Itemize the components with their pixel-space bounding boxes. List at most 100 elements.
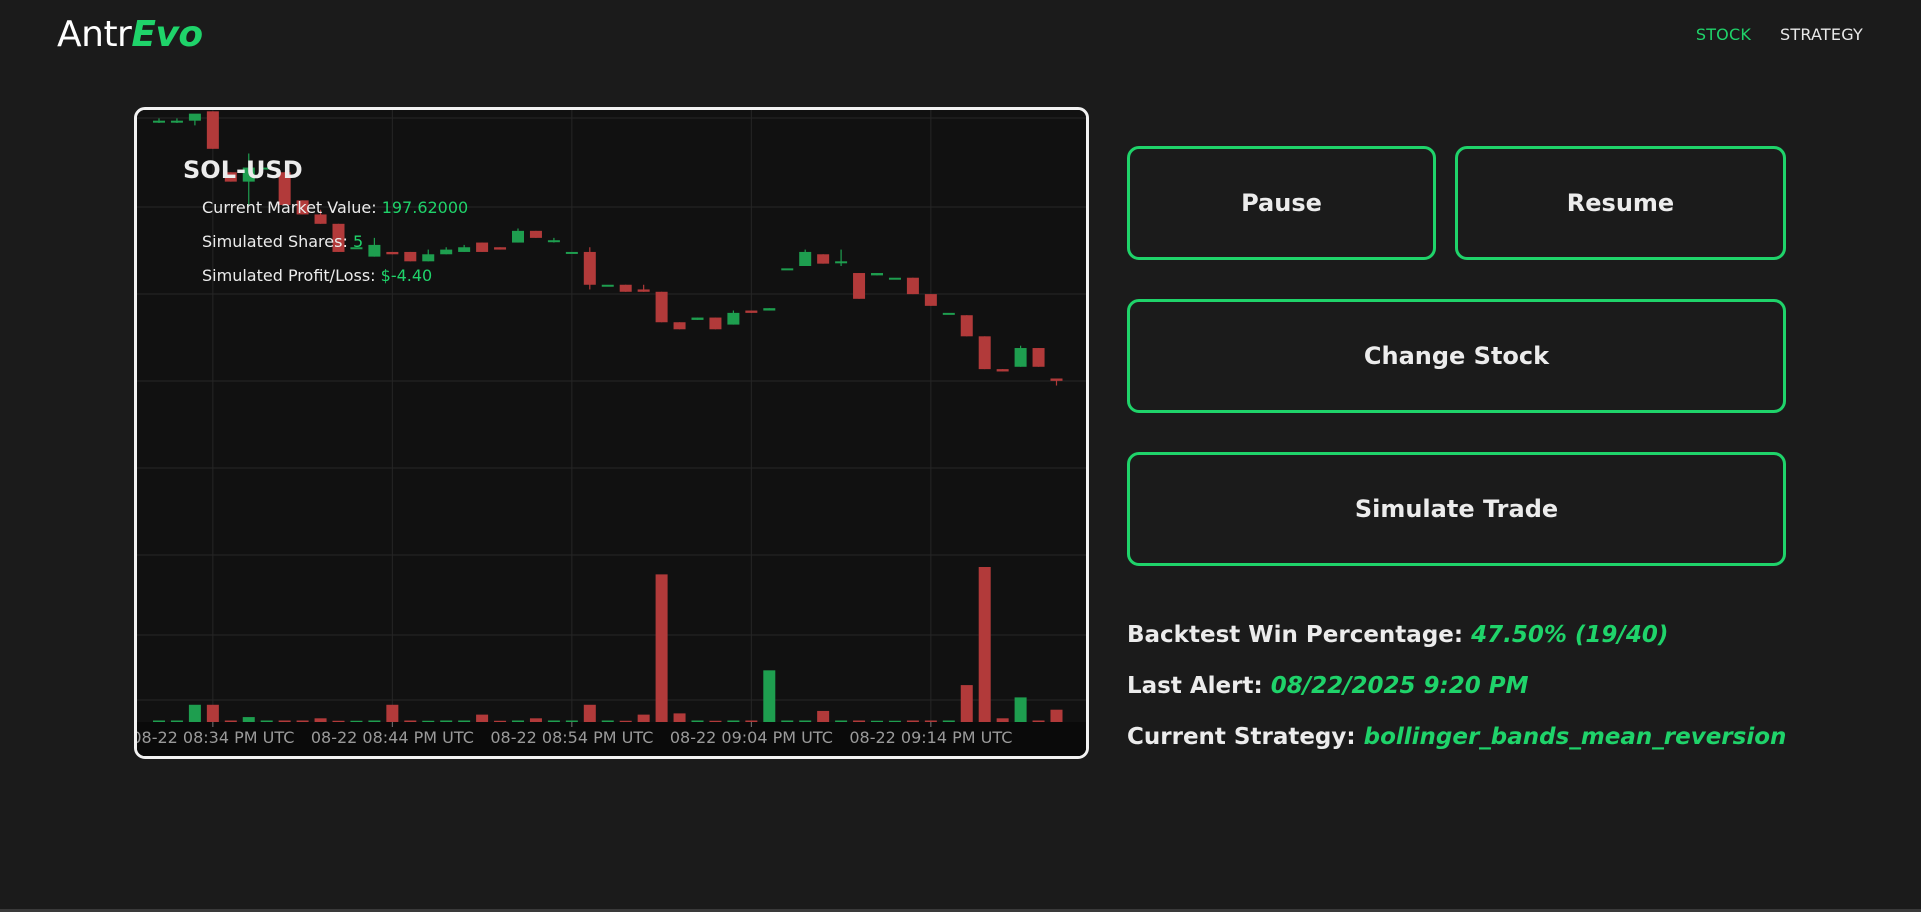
nav-strategy[interactable]: STRATEGY [1780,25,1863,44]
last-alert-line: Last Alert: 08/22/2025 9:20 PM [1127,673,1786,724]
ticker-symbol: SOL-USD [183,156,468,184]
volume-bar [512,721,524,723]
main-nav: STOCK STRATEGY [1696,25,1863,44]
resume-button[interactable]: Resume [1455,146,1786,260]
candle-body [620,285,632,292]
x-tick-label: 08-22 08:44 PM UTC [311,728,474,747]
current-strategy-label: Current Strategy: [1127,724,1356,750]
volume-bar [368,721,380,723]
candle-body [1051,379,1063,381]
volume-bar [225,721,237,723]
change-stock-button[interactable]: Change Stock [1127,299,1786,413]
volume-bar [620,721,632,722]
profit-loss-label: Simulated Profit/Loss: [202,266,376,285]
volume-bar [333,721,345,722]
candle-body [709,318,721,330]
simulate-trade-button[interactable]: Simulate Trade [1127,452,1786,566]
volume-bar [315,718,327,722]
candle-body [961,315,973,336]
profit-loss-value: $-4.40 [381,266,433,285]
candle-body [674,322,686,329]
candle-body [925,294,937,306]
volume-bar [279,721,291,723]
x-tick-label: 08-22 08:54 PM UTC [490,728,653,747]
volume-bar [422,721,434,722]
volume-bar [386,705,398,722]
candle-body [692,318,704,320]
shares-row: Simulated Shares: 5 [202,232,468,266]
nav-stock[interactable]: STOCK [1696,25,1751,44]
x-tick-label: 08-22 09:14 PM UTC [849,728,1012,747]
candle-body [602,285,614,287]
candle-body [799,252,811,266]
market-value-row: Current Market Value: 197.62000 [202,198,468,232]
pause-button[interactable]: Pause [1127,146,1436,260]
volume-bar [907,721,919,723]
candle-body [584,252,596,285]
candle-body [763,308,775,310]
market-value-label: Current Market Value: [202,198,377,217]
volume-bar [350,721,362,722]
candle-body [979,336,991,369]
volume-bar [674,713,686,722]
volume-bar [925,721,937,723]
volume-bar [1033,721,1045,723]
candle-body [781,268,793,270]
candle-body [512,231,524,243]
x-tick-label: 08-22 08:34 PM UTC [137,728,294,747]
volume-bar [692,721,704,723]
stats-panel: Backtest Win Percentage: 47.50% (19/40) … [1127,622,1786,775]
candle-body [566,252,578,254]
volume-bar [404,721,416,723]
volume-bar [548,721,560,723]
volume-bar [799,721,811,723]
backtest-win-line: Backtest Win Percentage: 47.50% (19/40) [1127,622,1786,673]
volume-bar [709,721,721,722]
volume-bar [494,721,506,722]
candle-body [871,273,883,275]
candle-body [727,313,739,325]
volume-bar [835,721,847,723]
volume-bar [602,721,614,723]
backtest-win-value: 47.50% (19/40) [1471,622,1668,648]
last-alert-value: 08/22/2025 9:20 PM [1271,673,1529,699]
volume-bar [243,717,255,722]
x-tick-label: 08-22 09:04 PM UTC [670,728,833,747]
volume-bar [171,721,183,723]
volume-bar [638,715,650,722]
candle-body [171,121,183,123]
volume-bar [943,721,955,723]
volume-bar [207,705,219,722]
chart-card[interactable]: 08-22 08:34 PM UTC 08-22 08:44 PM UTC 08-2… [134,107,1089,759]
logo-accent: Evo [131,14,202,55]
volume-bar [1051,710,1063,722]
candle-body [476,243,488,252]
shares-label: Simulated Shares: [202,232,348,251]
candle-body [656,292,668,322]
volume-bar [997,718,1009,722]
volume-bar [656,574,668,722]
volume-bar [189,705,201,722]
candle-body [189,114,201,121]
current-strategy-line: Current Strategy: bollinger_bands_mean_r… [1127,724,1786,775]
stock-info: SOL-USD Current Market Value: 197.62000 … [183,156,468,300]
volume-bar [440,721,452,723]
volume-bar [1015,697,1027,722]
volume-bar [297,721,309,723]
candle-body [153,121,165,123]
candle-body [1033,348,1045,367]
volume-bar [871,721,883,722]
candle-body [907,278,919,294]
app-logo[interactable]: AntrEvo [57,14,203,55]
volume-bar [566,721,578,723]
top-bar: AntrEvo STOCK STRATEGY [0,0,1921,72]
candle-body [853,273,865,299]
candle-body [1015,348,1027,367]
candle-body [889,278,901,280]
volume-bar [727,721,739,723]
last-alert-label: Last Alert: [1127,673,1263,699]
volume-bar [458,721,470,723]
volume-bar [889,721,901,722]
candle-body [494,247,506,249]
volume-bar [961,685,973,722]
